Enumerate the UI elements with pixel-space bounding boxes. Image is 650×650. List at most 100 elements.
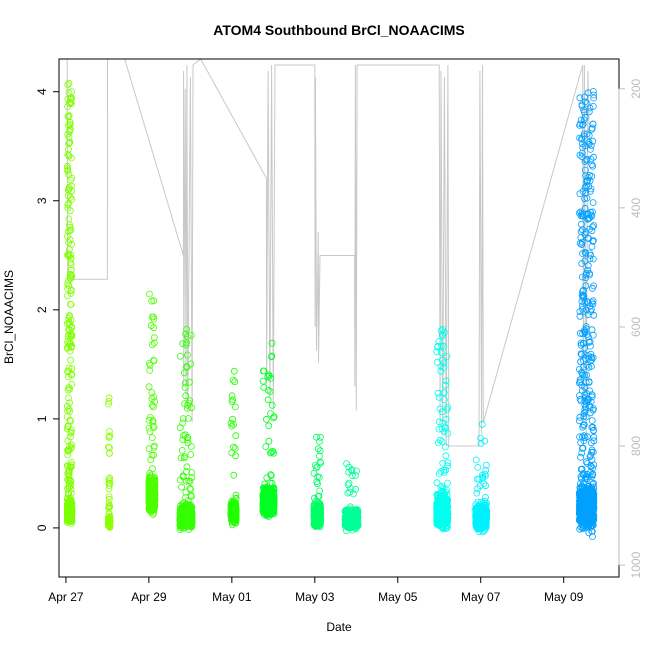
data-point [105, 397, 113, 405]
data-point [188, 469, 196, 476]
data-point [148, 297, 156, 305]
secondary-series-line [66, 58, 591, 447]
data-point [176, 352, 184, 360]
data-point [187, 451, 195, 458]
data-point [180, 432, 188, 440]
data-point [185, 477, 193, 485]
data-point [64, 95, 72, 103]
data-point [105, 504, 112, 512]
data-point [105, 502, 113, 510]
data-point [149, 403, 157, 411]
data-point [183, 463, 191, 471]
data-point [65, 185, 73, 193]
data-point [183, 333, 191, 341]
data-point [67, 445, 74, 453]
data-point [105, 495, 113, 503]
data-point [64, 422, 72, 429]
data-point [65, 79, 73, 87]
data-point [66, 311, 73, 319]
data-point [65, 152, 73, 160]
data-point [65, 394, 72, 402]
data-point [148, 341, 156, 349]
data-point [145, 501, 153, 509]
data-point [66, 223, 74, 231]
data-point [106, 432, 114, 440]
data-point [146, 414, 154, 421]
data-point [67, 259, 75, 266]
data-point [64, 470, 72, 478]
data-point [106, 450, 113, 457]
data-point [65, 89, 73, 96]
data-point [67, 485, 75, 493]
data-point [64, 201, 72, 209]
data-point [68, 88, 75, 96]
data-point [105, 519, 113, 527]
data-point [67, 503, 75, 510]
data-point [66, 319, 73, 327]
data-point [66, 227, 74, 235]
data-point [68, 426, 75, 434]
y-axis-label: BrCl_NOAACIMS [2, 270, 16, 364]
data-point [64, 103, 72, 110]
data-point [64, 112, 72, 120]
data-point [67, 289, 75, 297]
data-point [150, 339, 158, 347]
data-point [64, 504, 71, 512]
data-point [105, 433, 113, 441]
data-point [66, 138, 74, 146]
data-point [67, 489, 75, 497]
data-point [68, 365, 76, 372]
data-point [65, 250, 72, 258]
data-point [150, 442, 158, 450]
data-point [68, 371, 75, 379]
data-point [146, 469, 154, 477]
data-point [67, 261, 75, 269]
data-point [68, 272, 76, 280]
data-point [146, 505, 154, 513]
data-point [67, 330, 75, 338]
data-point [65, 215, 73, 223]
data-point [66, 121, 74, 129]
data-point [67, 271, 75, 279]
scatter-points-layer [63, 79, 598, 540]
data-point [66, 274, 74, 282]
series-3 [145, 290, 159, 518]
data-point [147, 490, 154, 498]
data-point [106, 523, 114, 531]
data-point [65, 199, 72, 207]
data-point [66, 340, 74, 348]
data-point [68, 343, 75, 351]
series-2 [104, 394, 114, 531]
data-point [145, 383, 153, 391]
data-point [66, 207, 74, 215]
data-point [177, 454, 185, 462]
data-point [181, 379, 189, 387]
data-point [64, 514, 71, 522]
data-point [65, 384, 73, 392]
data-point [145, 359, 153, 367]
data-point [66, 463, 74, 471]
data-point [186, 484, 194, 492]
data-point [182, 477, 190, 485]
x-axis-label: Date [326, 620, 352, 634]
series-4 [176, 325, 196, 533]
data-point [150, 297, 158, 305]
data-point [65, 364, 73, 372]
data-point [148, 451, 156, 459]
chart-title: ATOM4 Southbound BrCl_NOAACIMS [213, 22, 464, 38]
data-point [104, 519, 112, 526]
data-point [66, 118, 74, 126]
data-point [150, 334, 158, 342]
data-point [66, 385, 73, 393]
data-point [66, 347, 74, 355]
data-point [185, 378, 193, 386]
data-point [182, 363, 190, 370]
data-point [146, 428, 154, 436]
data-point [150, 315, 158, 323]
data-point [145, 290, 153, 298]
data-point [66, 128, 73, 136]
data-point [68, 174, 76, 182]
data-point [106, 482, 113, 489]
data-point [65, 466, 73, 474]
